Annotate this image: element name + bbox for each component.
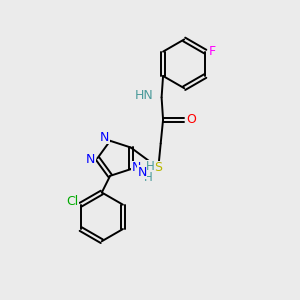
Text: O: O [186, 113, 196, 126]
Text: S: S [154, 161, 162, 174]
Text: F: F [208, 45, 215, 58]
Text: N: N [86, 153, 95, 166]
Text: H: H [144, 171, 152, 184]
Text: N: N [100, 131, 110, 144]
Text: Cl: Cl [66, 195, 79, 208]
Text: H: H [146, 160, 154, 173]
Text: N: N [137, 166, 147, 178]
Text: N: N [132, 161, 141, 174]
Text: HN: HN [134, 88, 153, 101]
